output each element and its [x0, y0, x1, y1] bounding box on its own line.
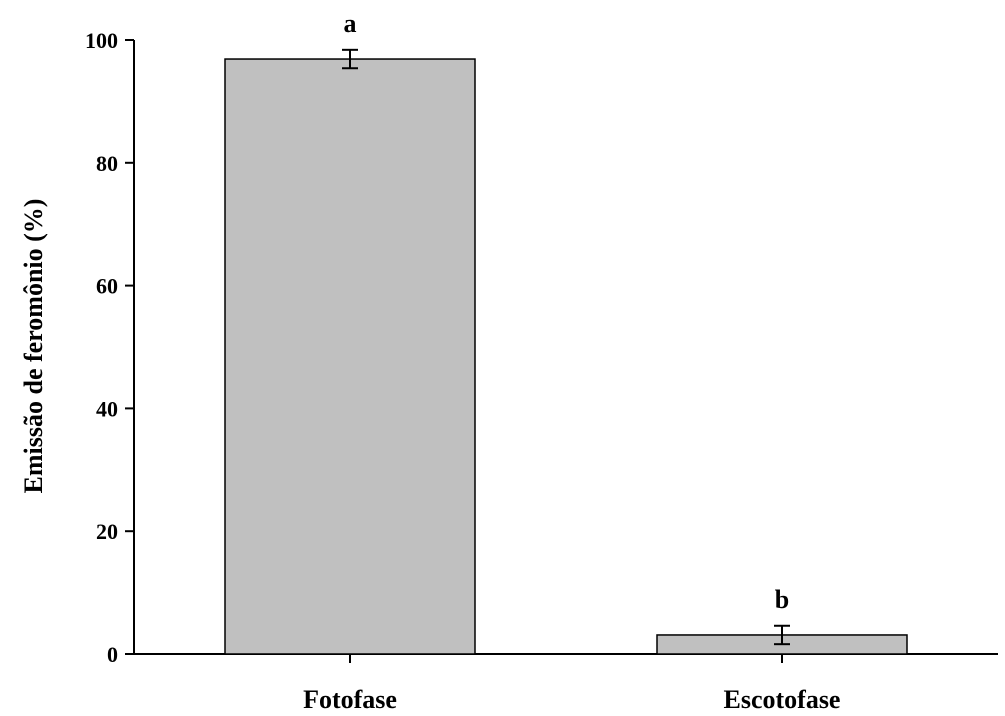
y-tick-label: 100 — [85, 28, 118, 53]
x-ticks: Fotofase Escotofase — [303, 654, 840, 714]
y-ticks: 0 20 40 60 80 100 — [85, 28, 134, 667]
significance-letter: a — [344, 9, 357, 38]
significance-letter: b — [775, 585, 789, 614]
bar — [224, 58, 476, 655]
y-tick-label: 40 — [96, 396, 118, 421]
x-tick-label: Fotofase — [303, 685, 397, 714]
y-tick-label: 20 — [96, 519, 118, 544]
y-tick-label: 80 — [96, 151, 118, 176]
significance-letters: ab — [344, 9, 790, 614]
error-bars — [342, 48, 790, 646]
y-tick-label: 0 — [107, 642, 118, 667]
y-tick-label: 60 — [96, 274, 118, 299]
x-tick-label: Escotofase — [724, 685, 841, 714]
y-axis-title: Emissão de feromônio (%) — [19, 199, 48, 494]
bars — [224, 58, 908, 655]
